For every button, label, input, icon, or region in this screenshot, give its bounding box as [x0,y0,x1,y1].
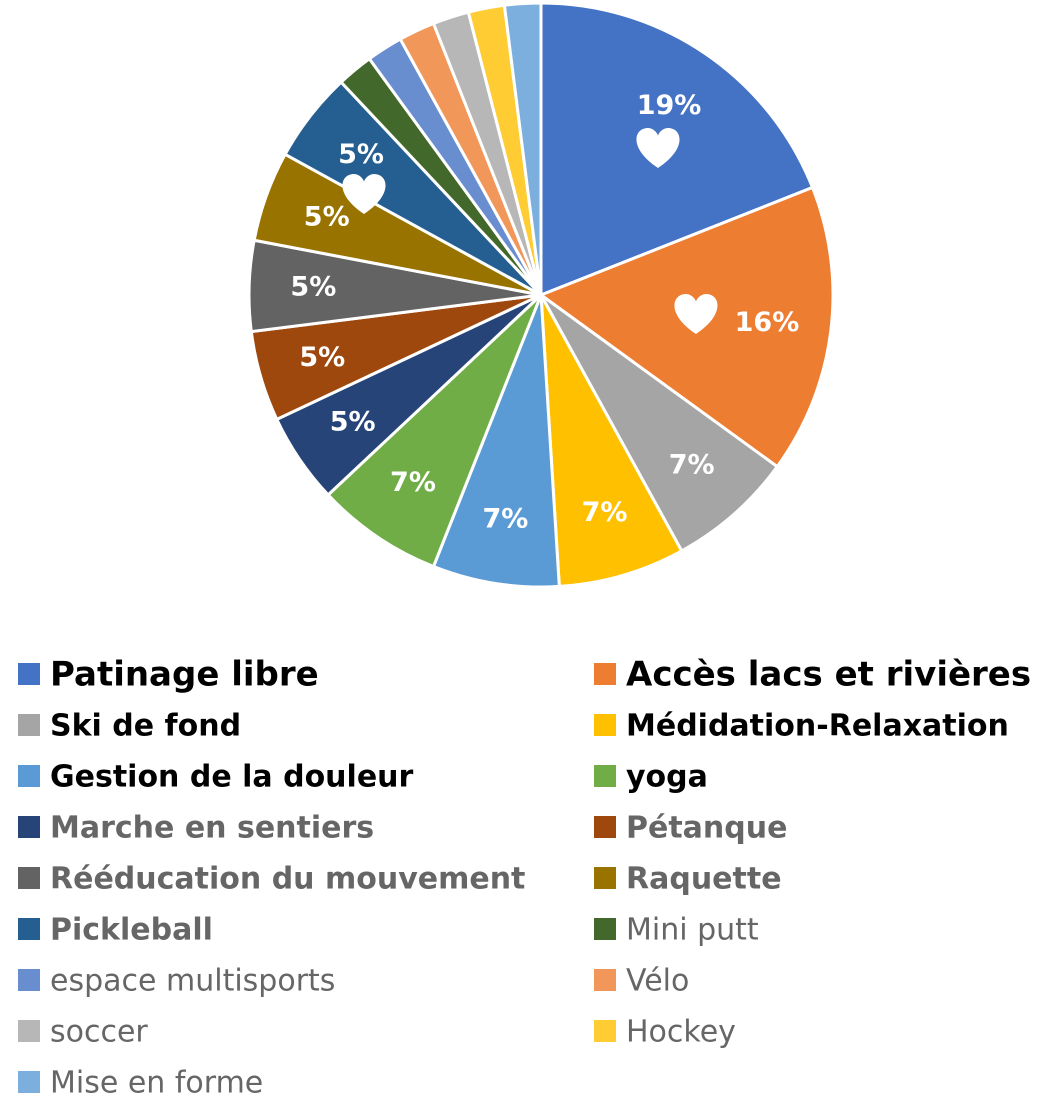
legend-label: yoga [626,760,708,795]
legend-label: Ski de fond [50,709,241,744]
legend-label: Raquette [626,862,782,897]
heart-icon [674,294,718,334]
legend-swatch [594,765,616,787]
legend-label: Hockey [626,1015,736,1050]
legend-label: Marche en sentiers [50,811,374,846]
legend-swatch [594,1020,616,1042]
pie-slice [539,293,780,553]
hearts [342,128,718,334]
legend-swatch [594,663,616,685]
legend-swatch [18,816,40,838]
pie-slice [539,294,684,589]
legend-swatch [594,714,616,736]
slice-label: 7% [482,503,528,534]
legend-swatch [18,867,40,889]
legend-label: Gestion de la douleur [50,760,414,795]
legend-label: Pickleball [50,913,213,948]
slice-label: 5% [304,201,350,232]
legend-label: Médidation-Relaxation [626,709,1009,744]
legend-label: Patinage libre [50,655,319,695]
legend-label: Pétanque [626,811,787,846]
legend-label: Accès lacs et rivières [626,655,1031,695]
slice-label: 5% [290,271,336,302]
legend: Patinage libre Accès lacs et rivières Ski … [18,655,1031,1097]
legend-swatch [18,918,40,940]
slice-label: 5% [299,342,345,373]
legend-swatch [594,867,616,889]
legend-label: soccer [50,1015,148,1050]
pie [247,1,835,589]
slice-label: 5% [330,407,376,438]
slice-label: 5% [338,139,384,170]
heart-icon [342,174,386,214]
legend-swatch [594,969,616,991]
slice-label: 16% [735,307,800,338]
legend-label: Vélo [626,964,689,999]
slice-label: 7% [582,497,628,528]
legend-swatch [18,1020,40,1042]
pie-slice [431,294,561,589]
legend-swatch [18,1071,40,1093]
slice-label: 7% [669,449,715,480]
legend-label: Mini putt [626,913,759,948]
slice-label: 7% [390,467,436,498]
heart-icon [636,128,680,168]
legend-swatch [594,918,616,940]
slice-label: 19% [637,90,702,121]
legend-swatch [18,663,40,685]
legend-swatch [594,816,616,838]
pie-slice [326,293,543,569]
slice-labels: 19% 16% 7% 7% 7% 7% 5% 5% 5% 5% 5% [290,90,799,534]
pie-slice [502,1,543,296]
legend-label: Mise en forme [50,1066,263,1097]
legend-label: Rééducation du mouvement [50,862,525,897]
legend-label: espace multisports [50,964,335,999]
legend-swatch [18,714,40,736]
legend-swatch [18,765,40,787]
legend-swatch [18,969,40,991]
